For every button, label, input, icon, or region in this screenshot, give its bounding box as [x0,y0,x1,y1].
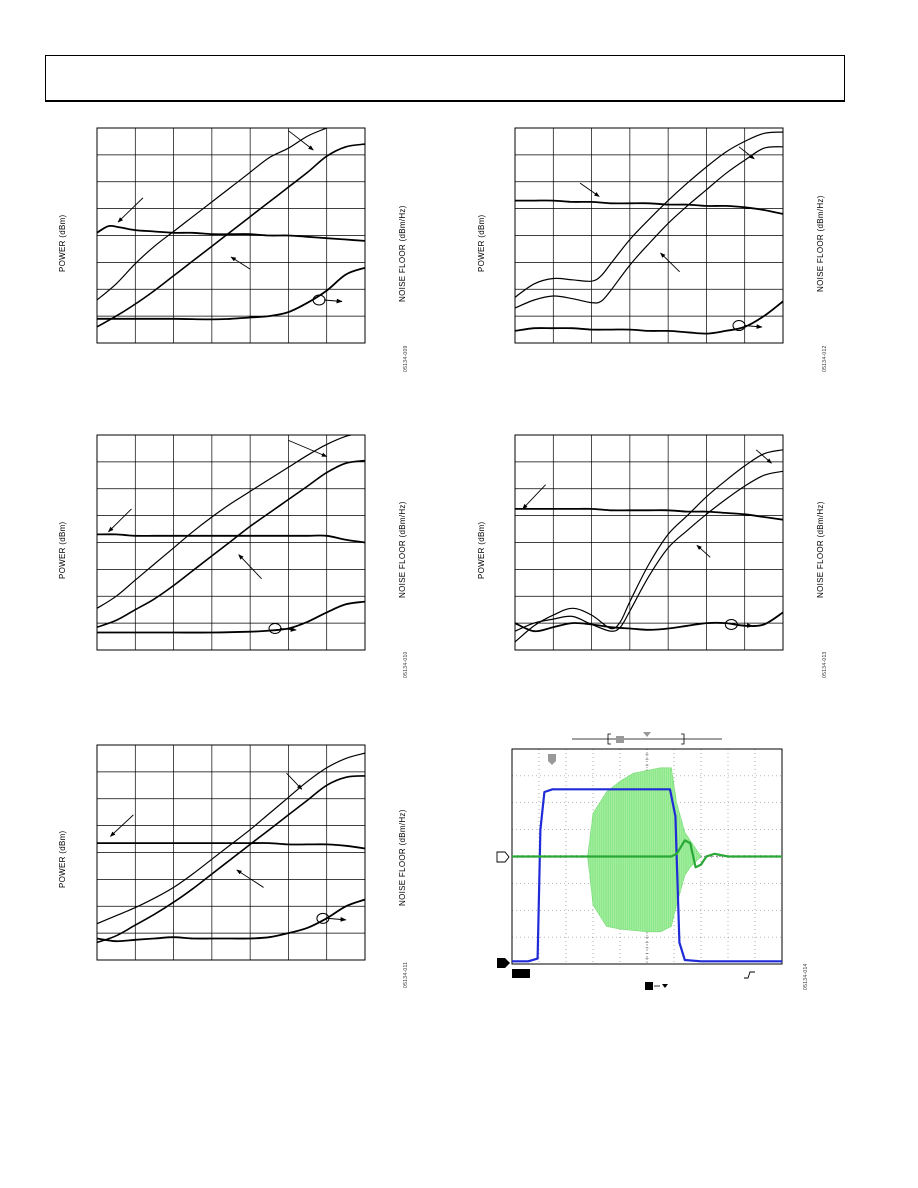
series-line-4 [515,300,783,335]
trigger-level-icon [548,754,556,765]
scope-svg [496,732,783,990]
chart-panel-5: POWER (dBm) NOISE FLOOR (dBm/Hz) 05134-0… [0,0,459,1000]
plot-frame [514,434,784,651]
annotation-arrow [522,484,546,510]
annotation-arrow [288,439,328,457]
annotation-arrow [738,146,755,160]
annotation-arrow [236,869,264,888]
page-header-box [45,55,845,102]
plot-frame [96,127,366,344]
chart-panel-2: POWER (dBm) NOISE FLOOR (dBm/Hz) 05134-0… [0,0,918,400]
annotation-arrow [579,182,600,197]
annotation-arrow [288,130,314,151]
plot-frame [96,744,366,961]
chart-panel-1: POWER (dBm) NOISE FLOOR (dBm/Hz) 05134-0… [0,0,459,400]
waveform-position-indicator [616,736,624,743]
series-line-1 [515,449,783,643]
axis-pointer-arrow [743,324,763,329]
series-line-3 [97,224,365,242]
trigger-position-icon [643,732,651,737]
rising-edge-trigger-icon [744,971,755,979]
scope-trace-2 [512,839,782,869]
annotation-arrow [110,814,134,837]
bracket-right [681,733,685,745]
grid [97,435,365,650]
series-line-4 [97,898,365,943]
series-line-2 [97,775,365,944]
annotation-arrow [108,508,132,533]
annotation-arrow [230,256,251,270]
annotation-arrow [755,449,772,464]
series-line-3 [97,842,365,850]
series-line-1 [97,435,354,609]
plot-frame [514,127,784,344]
annotation-arrow [660,252,680,273]
bracket-left [607,733,611,745]
series-line-2 [97,143,365,328]
chart-5-svg [96,744,366,961]
axis-pointer-arrow [327,917,347,922]
series-line-2 [97,459,365,628]
annotation-arrow [696,544,711,558]
chart-panel-4: POWER (dBm) NOISE FLOOR (dBm/Hz) 05134-0… [477,434,828,678]
chart-2-svg [514,127,784,344]
series-line-4 [97,266,365,321]
annotation-arrow [286,772,303,790]
grid [97,745,365,960]
series-line-2 [515,470,783,632]
series-line-4 [515,611,783,633]
axis-pointer-arrow [324,298,343,304]
series-line-1 [97,128,329,301]
chart-panel-3: POWER (dBm) NOISE FLOOR (dBm/Hz) 05134-0… [0,0,459,700]
series-line-1 [515,131,783,298]
annotation-arrow [117,197,144,223]
rf-envelope [587,767,702,933]
annotation-arrow [238,554,262,580]
series-line-3 [515,199,783,215]
chart-3-svg [96,434,366,651]
channel-status-box [512,969,530,978]
series-line-3 [97,533,365,544]
axis-pointer-arrow [279,627,297,632]
series-line-1 [97,752,365,925]
channel-1-marker-icon [497,958,510,968]
grid [515,435,783,650]
series-line-2 [515,146,783,309]
timebase-trigger-icon [662,984,668,988]
grid [97,128,365,343]
channel-2-marker-icon [496,851,510,863]
figure-id: 05134-014 [803,963,809,990]
chart-4-svg [514,434,784,651]
series-line-3 [515,507,783,521]
axis-pointer-arrow [736,623,753,628]
timebase-status-box [645,982,653,990]
oscilloscope-panel: 05134-014 [496,732,809,990]
scope-trace-1 [512,788,782,963]
chart-1-svg [96,127,366,344]
grid [515,128,783,343]
